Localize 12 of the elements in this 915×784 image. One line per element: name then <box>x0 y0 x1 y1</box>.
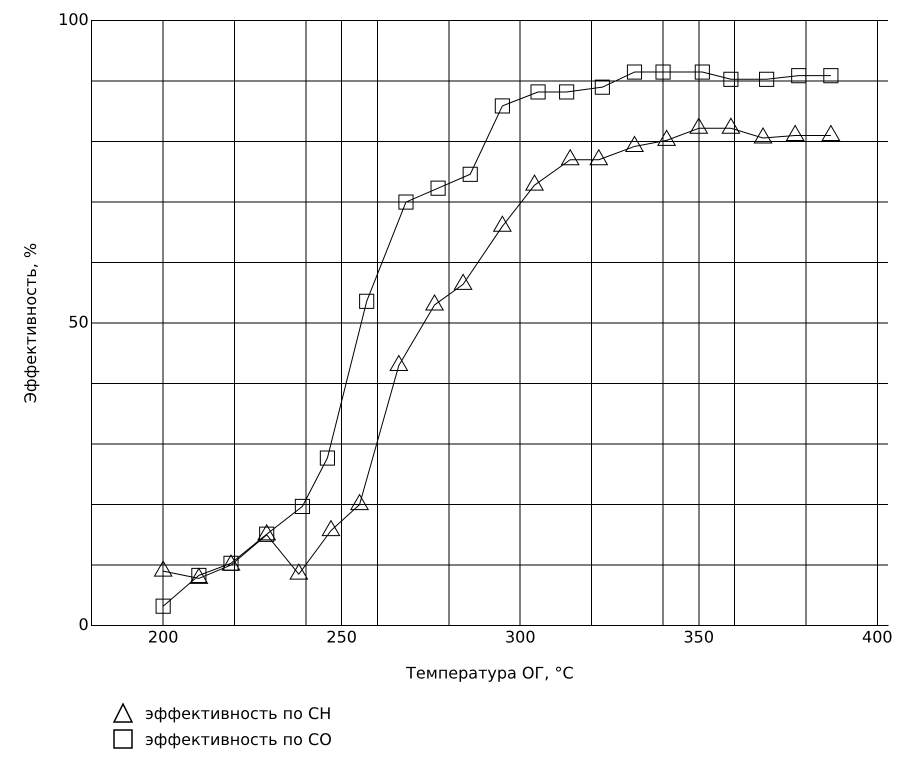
x-tick-label: 350 <box>683 627 714 646</box>
legend-label: эффективность по CH <box>145 704 332 722</box>
x-tick-label: 250 <box>326 627 357 646</box>
x-tick-label: 300 <box>504 627 536 646</box>
y-tick-label: 100 <box>58 10 89 29</box>
x-tick-label: 200 <box>148 627 178 646</box>
legend-label: эффективность по CO <box>145 730 332 748</box>
x-tick-label: 400 <box>862 627 893 646</box>
y-axis-title: Эффективность, % <box>20 242 40 404</box>
x-axis-title: Температура ОГ, °С <box>405 664 574 683</box>
y-tick-label: 0 <box>78 614 89 634</box>
y-tick-label: 50 <box>68 312 89 332</box>
